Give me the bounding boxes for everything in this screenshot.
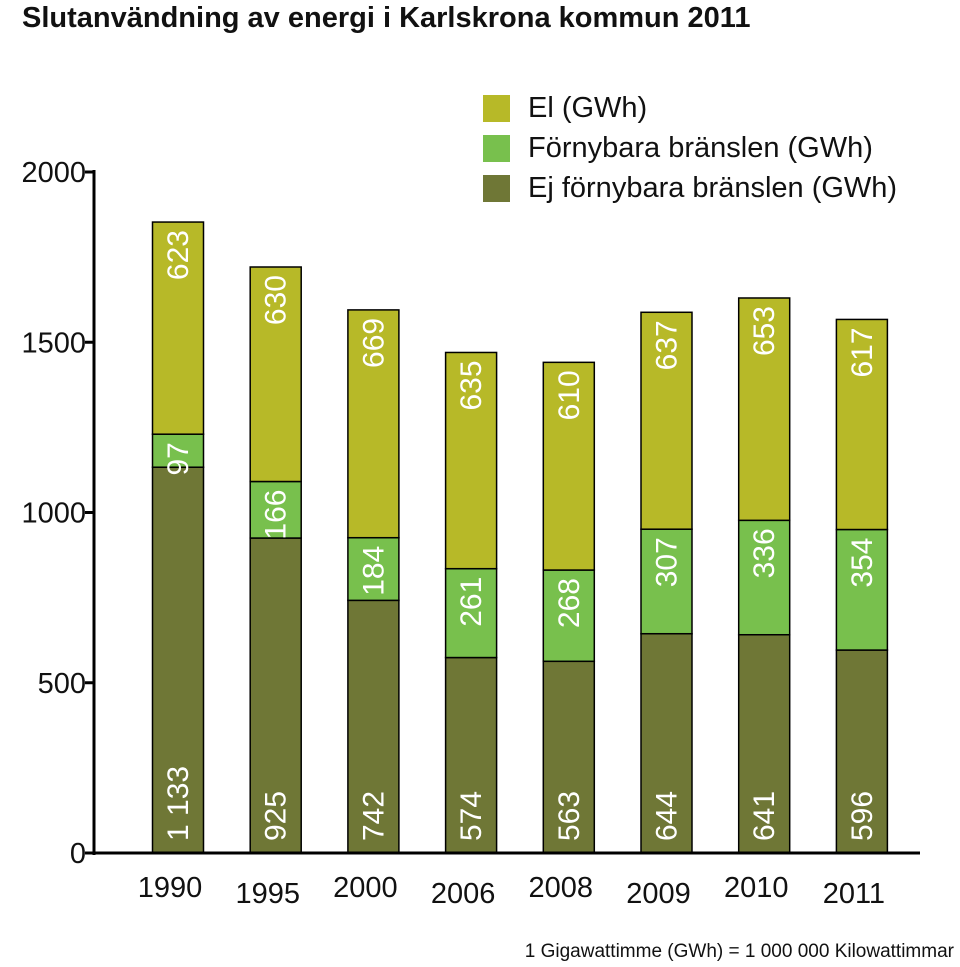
bar-segment-1995-s1 — [249, 480, 302, 539]
legend-label-fornybara: Förnybara bränslen (GWh) — [528, 131, 873, 164]
bar-label-2010-s0: 641 — [748, 791, 781, 841]
bar-label-2008-s0: 563 — [553, 791, 586, 841]
bar-segment-2008-s2 — [542, 361, 596, 571]
chart-title: Slutanvändning av energi i Karlskrona ko… — [22, 2, 751, 34]
bar-segment-2010-s1 — [737, 519, 791, 636]
bar-label-2010-s2: 653 — [748, 306, 781, 356]
legend-item-ej-fornybara: Ej förnybara bränslen (GWh) — [483, 168, 897, 208]
bar-label-1990-s0: 1 133 — [162, 766, 195, 841]
bar-segment-2006-s2 — [444, 351, 498, 570]
x-tick-label-2008: 2008 — [529, 872, 594, 904]
bar-segment-2009-s2 — [640, 311, 693, 530]
bar-label-2011-s1: 354 — [846, 538, 879, 588]
bar-label-2010-s1: 336 — [748, 528, 781, 578]
legend-swatch-ej-fornybara — [483, 174, 510, 202]
x-tick-label-2010: 2010 — [724, 872, 789, 904]
legend-swatch-el — [483, 94, 510, 122]
bar-segment-2011-s1 — [835, 528, 889, 651]
legend-item-fornybara: Förnybara bränslen (GWh) — [483, 128, 897, 168]
bar-segment-1995-s2 — [249, 266, 302, 483]
bar-segment-1990-s0 — [151, 466, 205, 854]
bar-label-2008-s1: 268 — [553, 578, 586, 628]
bar-segment-1995-s0 — [249, 537, 302, 854]
x-tick-label-2006: 2006 — [431, 878, 496, 910]
x-tick-label-2000: 2000 — [333, 872, 398, 904]
legend-item-el: El (GWh) — [483, 88, 897, 128]
bar-label-2011-s0: 596 — [846, 791, 879, 841]
x-tick-label-1995: 1995 — [235, 878, 300, 910]
y-tick-label-500: 500 — [38, 668, 86, 700]
bar-segment-2008-s0 — [542, 660, 596, 854]
bar-label-2011-s2: 617 — [846, 327, 879, 377]
legend-swatch-fornybara — [483, 134, 510, 162]
bar-segment-2009-s1 — [640, 528, 693, 635]
legend-label-el: El (GWh) — [528, 91, 648, 124]
bar-segment-2000-s0 — [347, 599, 400, 854]
bar-segment-2006-s1 — [444, 567, 498, 659]
x-tick-label-2009: 2009 — [626, 878, 691, 910]
bar-segment-1990-s1 — [151, 433, 205, 468]
y-tick-label-0: 0 — [70, 838, 86, 870]
legend-label-ej-fornybara: Ej förnybara bränslen (GWh) — [528, 171, 898, 204]
bar-segment-2011-s2 — [835, 318, 889, 531]
legend: El (GWh) Förnybara bränslen (GWh) Ej för… — [483, 88, 897, 208]
bar-label-1995-s0: 925 — [260, 791, 293, 841]
bar-segment-1990-s2 — [151, 221, 205, 435]
bar-label-1995-s1: 166 — [260, 490, 293, 540]
bar-segment-2010-s2 — [737, 297, 791, 522]
bar-label-1995-s2: 630 — [260, 275, 293, 325]
bar-label-2006-s0: 574 — [455, 791, 488, 841]
y-tick-label-1000: 1000 — [21, 498, 86, 530]
x-tick-label-2011: 2011 — [823, 878, 885, 910]
bar-label-2009-s1: 307 — [651, 537, 684, 587]
bar-label-2000-s0: 742 — [357, 791, 390, 841]
bar-segment-2011-s0 — [835, 649, 889, 854]
bar-label-2009-s2: 637 — [651, 320, 684, 370]
x-tick-label-1990: 1990 — [138, 872, 203, 904]
bar-label-2000-s1: 184 — [357, 546, 390, 596]
bar-label-1990-s2: 623 — [162, 230, 195, 280]
y-tick-label-2000: 2000 — [21, 157, 86, 189]
bar-segment-2008-s1 — [542, 569, 596, 663]
bar-label-2006-s1: 261 — [455, 577, 488, 627]
bar-label-2009-s0: 644 — [651, 791, 684, 841]
bar-label-1990-s1: 97 — [162, 442, 195, 475]
footnote: 1 Gigawattimme (GWh) = 1 000 000 Kilowat… — [524, 941, 954, 962]
bar-label-2006-s2: 635 — [455, 360, 488, 410]
bar-segment-2009-s0 — [640, 632, 693, 854]
bar-segment-2000-s2 — [347, 309, 400, 539]
y-tick-label-1500: 1500 — [21, 327, 86, 359]
bar-label-2008-s2: 610 — [553, 370, 586, 420]
bar-label-2000-s2: 669 — [357, 318, 390, 368]
